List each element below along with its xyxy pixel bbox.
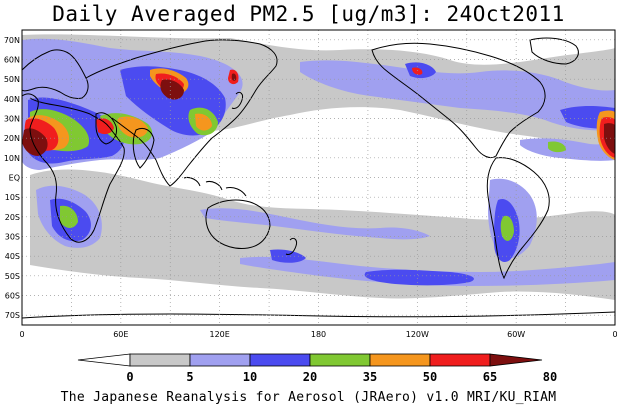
lat-label: 30S xyxy=(5,233,20,242)
latitude-labels: 70N 60N 50N 40N 30N 20N 10N EQ 10S 20S 30S 40S 50S 60… xyxy=(4,36,20,320)
lon-label: 120E xyxy=(210,330,230,339)
colorbar-level-label: 20 xyxy=(303,370,317,384)
lat-label: 20S xyxy=(5,213,20,222)
lat-label: 50N xyxy=(4,75,20,84)
lat-label: 10N xyxy=(4,154,20,163)
credit-line: The Japanese Reanalysis for Aerosol (JRA… xyxy=(60,390,557,405)
lon-label: 0 xyxy=(19,330,24,339)
colorbar-low-arrow xyxy=(77,353,131,367)
lat-label: 60N xyxy=(4,56,20,65)
arabia-coast xyxy=(95,112,117,145)
map-title: Daily Averaged PM2.5 [ug/m3]: 24Oct2011 xyxy=(52,2,565,26)
level-80-patches xyxy=(22,73,615,156)
colorbar-box xyxy=(369,353,431,367)
lat-label: 70S xyxy=(5,311,20,320)
colorbar-level-label: 35 xyxy=(363,370,377,384)
lon-label: 120W xyxy=(406,330,429,339)
australia-coast xyxy=(205,199,271,249)
lat-label: 60S xyxy=(5,292,20,301)
map-frame xyxy=(21,29,616,326)
lat-label: 40N xyxy=(4,95,20,104)
nz-coast xyxy=(285,237,297,255)
europe-coast xyxy=(22,49,89,99)
colorbar-box xyxy=(429,353,491,367)
longitude-labels: 0 60E 120E 180 120W 60W 0 xyxy=(19,330,617,339)
lat-label: 40S xyxy=(5,252,20,261)
lat-label: 10S xyxy=(5,193,20,202)
india-coast xyxy=(132,127,155,169)
aerosol-field xyxy=(22,30,615,325)
graticule xyxy=(22,30,615,325)
lat-label: 30N xyxy=(4,115,20,124)
colorbar-level-label: 50 xyxy=(423,370,437,384)
lon-label: 60W xyxy=(507,330,525,339)
lat-label: EQ xyxy=(9,174,20,183)
colorbar-level-label: 5 xyxy=(186,370,193,384)
greenland-coast xyxy=(529,37,579,65)
lon-label: 0 xyxy=(612,330,617,339)
coastlines xyxy=(22,37,615,319)
antarctica-coast xyxy=(22,311,615,319)
colorbar-box xyxy=(189,353,251,367)
north-america-coast xyxy=(371,42,546,159)
colorbar-level-label: 0 xyxy=(126,370,133,384)
japan-coast xyxy=(231,91,243,109)
south-america-coast xyxy=(486,157,550,280)
colorbar-level-label: 65 xyxy=(483,370,497,384)
colorbar xyxy=(77,353,543,367)
colorbar-box xyxy=(309,353,371,367)
colorbar-labels: 0 5 10 20 35 50 65 80 xyxy=(126,370,557,384)
colorbar-high-arrow xyxy=(489,353,543,367)
colorbar-level-label: 10 xyxy=(243,370,257,384)
asia-coast xyxy=(85,39,278,187)
colorbar-box xyxy=(249,353,311,367)
colorbar-level-label: 80 xyxy=(543,370,557,384)
sea-islands xyxy=(183,177,247,197)
lat-label: 50S xyxy=(5,272,20,281)
lon-label: 60E xyxy=(113,330,128,339)
colorbar-box xyxy=(129,353,191,367)
lat-label: 20N xyxy=(4,134,20,143)
lat-label: 70N xyxy=(4,36,20,45)
lon-label: 180 xyxy=(311,330,326,339)
africa-coast xyxy=(22,93,125,243)
